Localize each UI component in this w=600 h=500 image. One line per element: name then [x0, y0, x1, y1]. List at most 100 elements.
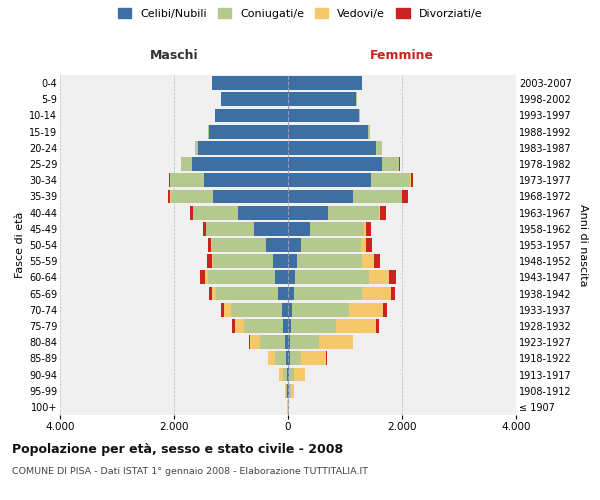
Bar — [289, 368, 294, 382]
Bar — [288, 174, 371, 187]
Bar — [213, 190, 288, 203]
Bar — [376, 319, 379, 333]
Bar — [221, 303, 224, 316]
Bar — [203, 222, 206, 235]
Text: Popolazione per età, sesso e stato civile - 2008: Popolazione per età, sesso e stato civil… — [12, 442, 343, 456]
Bar — [238, 206, 288, 220]
Bar — [288, 270, 295, 284]
Bar — [209, 286, 212, 300]
Bar — [208, 270, 275, 284]
Bar — [207, 254, 212, 268]
Y-axis label: Fasce di età: Fasce di età — [14, 212, 25, 278]
Bar — [379, 206, 380, 220]
Bar — [288, 206, 328, 220]
Bar — [288, 190, 353, 203]
Bar — [212, 238, 266, 252]
Bar — [371, 174, 410, 187]
Bar — [389, 270, 396, 284]
Bar — [288, 108, 359, 122]
Bar — [288, 286, 294, 300]
Bar — [244, 319, 283, 333]
Bar — [353, 190, 402, 203]
Bar — [181, 157, 192, 171]
Bar — [380, 206, 386, 220]
Bar — [272, 254, 288, 268]
Bar — [290, 336, 319, 349]
Bar — [361, 238, 367, 252]
Bar — [266, 238, 288, 252]
Bar — [254, 222, 288, 235]
Bar — [208, 238, 211, 252]
Bar — [319, 336, 353, 349]
Bar — [169, 174, 170, 187]
Bar — [215, 108, 288, 122]
Bar — [167, 190, 170, 203]
Bar — [275, 270, 288, 284]
Bar — [288, 352, 290, 365]
Bar — [214, 254, 272, 268]
Bar — [294, 286, 362, 300]
Bar — [376, 141, 382, 154]
Bar — [198, 141, 288, 154]
Bar — [170, 174, 203, 187]
Bar — [235, 319, 244, 333]
Text: Femmine: Femmine — [370, 50, 434, 62]
Bar — [383, 303, 387, 316]
Bar — [284, 384, 286, 398]
Bar — [232, 319, 235, 333]
Bar — [192, 157, 288, 171]
Bar — [288, 368, 289, 382]
Bar — [209, 125, 288, 138]
Bar — [278, 286, 288, 300]
Bar — [288, 303, 292, 316]
Bar — [224, 303, 231, 316]
Bar — [216, 286, 278, 300]
Bar — [283, 319, 288, 333]
Bar — [382, 157, 399, 171]
Bar — [275, 352, 286, 365]
Bar — [292, 303, 349, 316]
Bar — [193, 206, 238, 220]
Bar — [286, 352, 288, 365]
Bar — [402, 190, 408, 203]
Bar — [203, 174, 288, 187]
Bar — [349, 303, 383, 316]
Bar — [288, 222, 310, 235]
Bar — [297, 254, 362, 268]
Bar — [279, 368, 283, 382]
Bar — [170, 190, 213, 203]
Bar — [208, 125, 209, 138]
Bar — [286, 384, 287, 398]
Bar — [337, 319, 376, 333]
Bar — [362, 286, 391, 300]
Bar — [212, 254, 214, 268]
Bar — [288, 76, 362, 90]
Bar — [221, 92, 288, 106]
Bar — [369, 270, 389, 284]
Bar — [205, 270, 208, 284]
Bar — [289, 384, 290, 398]
Bar — [288, 125, 368, 138]
Bar — [310, 222, 364, 235]
Bar — [283, 368, 287, 382]
Text: COMUNE DI PISA - Dati ISTAT 1° gennaio 2008 - Elaborazione TUTTITALIA.IT: COMUNE DI PISA - Dati ISTAT 1° gennaio 2… — [12, 468, 368, 476]
Bar — [200, 270, 205, 284]
Bar — [374, 254, 380, 268]
Bar — [288, 92, 356, 106]
Bar — [368, 125, 370, 138]
Legend: Celibi/Nubili, Coniugati/e, Vedovi/e, Divorziati/e: Celibi/Nubili, Coniugati/e, Vedovi/e, Di… — [118, 8, 482, 19]
Bar — [391, 286, 395, 300]
Bar — [295, 270, 369, 284]
Bar — [364, 222, 367, 235]
Bar — [290, 352, 301, 365]
Bar — [287, 384, 288, 398]
Bar — [301, 352, 326, 365]
Bar — [328, 206, 379, 220]
Bar — [190, 206, 193, 220]
Bar — [288, 238, 301, 252]
Bar — [367, 238, 372, 252]
Bar — [410, 174, 413, 187]
Bar — [288, 319, 291, 333]
Text: Maschi: Maschi — [149, 50, 199, 62]
Bar — [301, 238, 361, 252]
